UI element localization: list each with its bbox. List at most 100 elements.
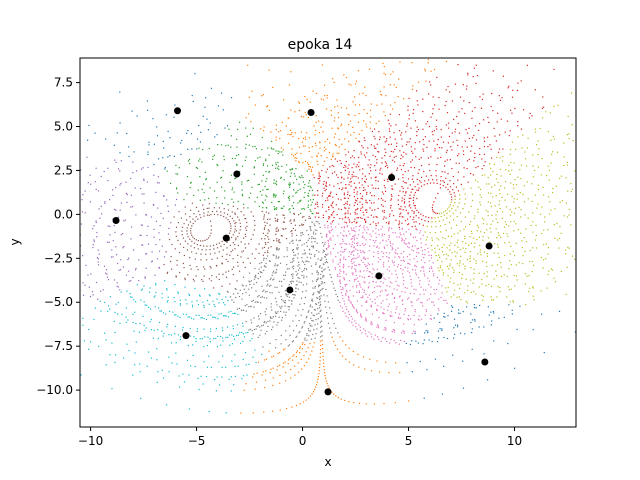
- data-point: [231, 157, 234, 160]
- data-point: [233, 335, 235, 337]
- data-point: [275, 248, 278, 250]
- data-point: [330, 239, 332, 241]
- data-point: [176, 198, 178, 201]
- data-point: [397, 247, 399, 249]
- data-point: [330, 230, 332, 232]
- data-point: [476, 75, 479, 77]
- data-point: [443, 254, 445, 256]
- data-point: [327, 239, 329, 242]
- data-point: [303, 208, 306, 210]
- data-point: [319, 321, 322, 323]
- data-point: [371, 195, 373, 197]
- data-point: [98, 345, 100, 347]
- data-point: [401, 240, 403, 242]
- data-point: [306, 132, 308, 134]
- data-point: [248, 288, 250, 290]
- data-point: [457, 171, 459, 173]
- data-point: [295, 274, 298, 276]
- data-point: [291, 406, 293, 408]
- data-point: [169, 137, 171, 139]
- data-point: [166, 301, 168, 303]
- data-point: [355, 278, 357, 280]
- data-point: [134, 269, 137, 271]
- data-point: [319, 141, 321, 144]
- data-point: [217, 164, 219, 166]
- data-point: [80, 223, 83, 225]
- data-point: [209, 253, 211, 255]
- data-point: [235, 296, 237, 299]
- data-point: [572, 139, 574, 142]
- data-point: [297, 288, 299, 290]
- data-point: [326, 317, 329, 319]
- data-point: [376, 360, 378, 362]
- data-point: [263, 297, 265, 299]
- data-point: [487, 214, 489, 217]
- data-point: [296, 280, 298, 282]
- data-point: [389, 286, 391, 288]
- data-point: [353, 239, 355, 241]
- data-point: [535, 224, 537, 226]
- data-point: [351, 244, 353, 246]
- data-point: [250, 319, 252, 321]
- data-point: [264, 386, 266, 389]
- data-point: [440, 215, 442, 218]
- data-point: [317, 375, 320, 378]
- data-point: [313, 125, 315, 127]
- data-point: [225, 217, 227, 219]
- data-point: [457, 312, 460, 314]
- data-point: [106, 276, 109, 278]
- data-point: [269, 317, 272, 319]
- data-point: [369, 358, 371, 360]
- data-point: [275, 164, 277, 166]
- data-point: [79, 169, 82, 171]
- data-point: [220, 214, 222, 216]
- data-point: [411, 178, 414, 180]
- data-point: [450, 193, 452, 195]
- data-point: [356, 221, 358, 223]
- data-point: [218, 278, 220, 281]
- data-point: [488, 121, 490, 124]
- data-point: [499, 290, 501, 293]
- data-point: [356, 277, 359, 279]
- data-point: [478, 286, 480, 288]
- data-point: [288, 183, 290, 185]
- data-point: [341, 355, 344, 357]
- data-point: [516, 198, 518, 200]
- data-point: [280, 235, 282, 237]
- data-point: [342, 288, 344, 290]
- data-point: [302, 261, 305, 263]
- data-point: [523, 237, 525, 239]
- data-point: [145, 213, 147, 216]
- data-point: [215, 328, 218, 330]
- data-point: [325, 306, 327, 308]
- data-point: [199, 214, 201, 216]
- data-point: [294, 157, 296, 159]
- data-point: [364, 219, 366, 221]
- data-point: [358, 165, 360, 168]
- data-point: [365, 318, 367, 320]
- data-point: [543, 259, 545, 261]
- data-point: [94, 307, 96, 309]
- data-point: [203, 288, 206, 290]
- data-point: [450, 196, 453, 198]
- data-point: [291, 341, 294, 343]
- data-point: [176, 187, 178, 189]
- data-point: [181, 226, 184, 228]
- data-point: [346, 203, 348, 205]
- data-point: [429, 267, 431, 269]
- data-point: [325, 234, 328, 236]
- data-point: [496, 210, 498, 213]
- data-point: [322, 249, 325, 252]
- data-point: [254, 349, 256, 351]
- data-point: [340, 199, 342, 201]
- data-point: [323, 245, 325, 247]
- data-point: [295, 355, 297, 358]
- data-point: [528, 275, 530, 277]
- data-point: [274, 207, 276, 210]
- data-point: [462, 240, 464, 243]
- data-point: [385, 290, 387, 292]
- data-point: [113, 208, 116, 211]
- data-point: [296, 191, 298, 193]
- data-point: [238, 295, 241, 298]
- data-point: [423, 270, 425, 272]
